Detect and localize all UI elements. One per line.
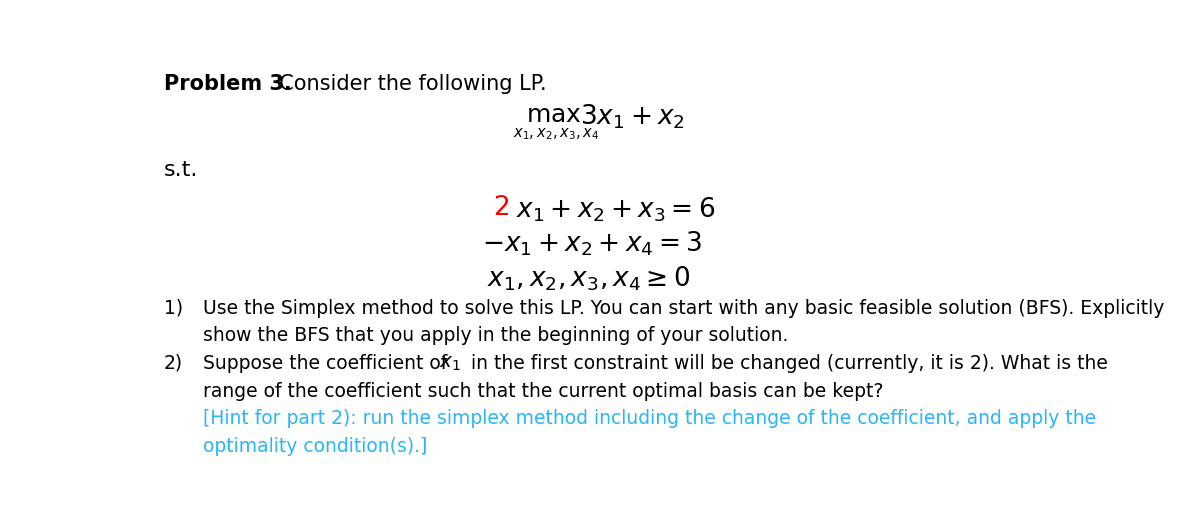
- Text: 1): 1): [164, 299, 184, 318]
- Text: $x_1 + x_2 + x_3 = 6$: $x_1 + x_2 + x_3 = 6$: [516, 195, 715, 224]
- Text: $3x_1 + x_2$: $3x_1 + x_2$: [580, 103, 685, 132]
- Text: Problem 3.: Problem 3.: [164, 74, 292, 94]
- Text: 2): 2): [164, 354, 184, 373]
- Text: [Hint for part 2): run the simplex method including the change of the coefficien: [Hint for part 2): run the simplex metho…: [203, 409, 1096, 429]
- Text: $-x_1 + x_2 + x_4 = 3$: $-x_1 + x_2 + x_4 = 3$: [481, 230, 702, 258]
- Text: s.t.: s.t.: [164, 160, 198, 180]
- Text: $x_1,x_2,x_3,x_4$: $x_1,x_2,x_3,x_4$: [512, 126, 599, 141]
- Text: optimality condition(s).]: optimality condition(s).]: [203, 437, 427, 456]
- Text: $2$: $2$: [492, 195, 509, 221]
- Text: $x_1$: $x_1$: [439, 354, 461, 373]
- Text: Use the Simplex method to solve this LP. You can start with any basic feasible s: Use the Simplex method to solve this LP.…: [203, 299, 1164, 318]
- Text: show the BFS that you apply in the beginning of your solution.: show the BFS that you apply in the begin…: [203, 326, 788, 345]
- Text: $\mathrm{max}$: $\mathrm{max}$: [526, 103, 582, 127]
- Text: $x_1, x_2, x_3, x_4 \geq 0$: $x_1, x_2, x_3, x_4 \geq 0$: [487, 265, 690, 293]
- Text: range of the coefficient such that the current optimal basis can be kept?: range of the coefficient such that the c…: [203, 381, 883, 401]
- Text: Consider the following LP.: Consider the following LP.: [266, 74, 547, 94]
- Text: Suppose the coefficient of: Suppose the coefficient of: [203, 354, 452, 373]
- Text: in the first constraint will be changed (currently, it is 2). What is the: in the first constraint will be changed …: [466, 354, 1109, 373]
